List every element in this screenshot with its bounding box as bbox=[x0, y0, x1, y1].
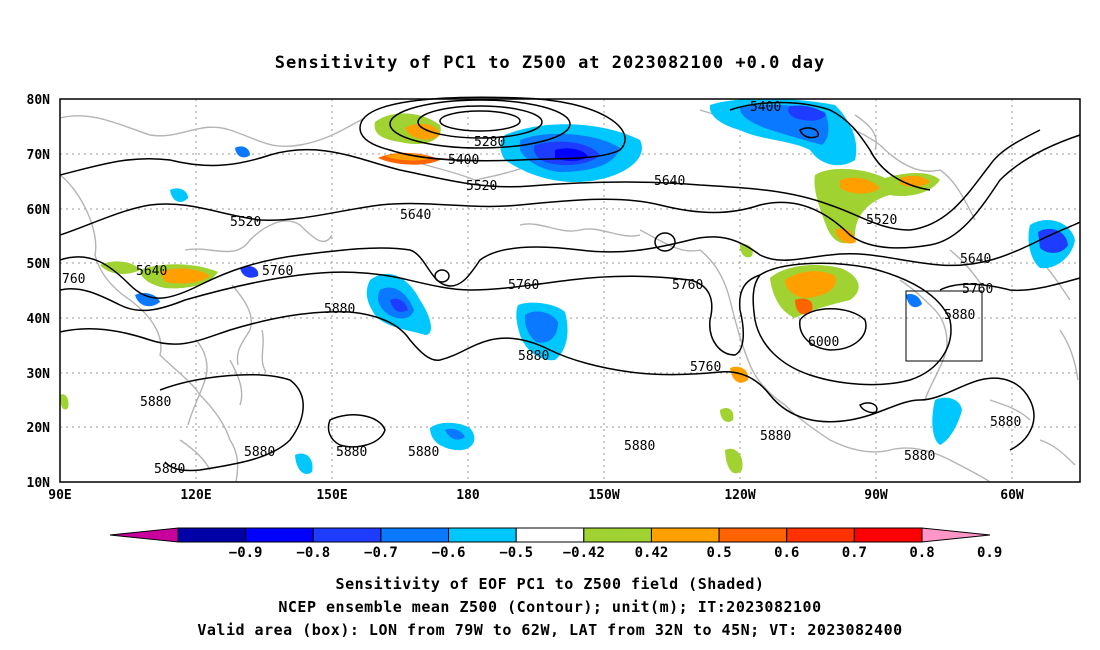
contour-label: 5520 bbox=[866, 213, 897, 228]
colorbar-label: −0.42 bbox=[563, 545, 605, 561]
contour-label: 5640 bbox=[960, 252, 991, 267]
lon-label: 180 bbox=[456, 488, 480, 503]
graticule bbox=[60, 99, 1080, 482]
colorbar-high-arrow bbox=[921, 527, 991, 543]
colorbar-low-arrow bbox=[109, 527, 179, 543]
colorbar-label: −0.8 bbox=[296, 545, 330, 561]
contour-label: 5880 bbox=[944, 308, 975, 323]
lat-label: 20N bbox=[27, 421, 51, 436]
lon-label: 90E bbox=[48, 488, 71, 503]
colorbar-label: 0.42 bbox=[635, 545, 669, 561]
colorbar-label: −0.7 bbox=[364, 545, 398, 561]
contour-label: 5520 bbox=[230, 215, 261, 230]
contour-label: 760 bbox=[62, 272, 85, 287]
colorbar-segment bbox=[786, 527, 855, 543]
map-title: Sensitivity of PC1 to Z500 at 2023082100… bbox=[275, 53, 826, 73]
colorbar-label: −0.9 bbox=[229, 545, 263, 561]
caption-line-2: NCEP ensemble mean Z500 (Contour); unit(… bbox=[278, 598, 821, 616]
colorbar-segment bbox=[650, 527, 720, 543]
contour-label: 5760 bbox=[508, 278, 539, 293]
lon-label: 150W bbox=[588, 488, 619, 503]
contour-label: 5640 bbox=[654, 174, 685, 189]
contour-label: 5880 bbox=[154, 462, 185, 477]
lat-label: 80N bbox=[27, 93, 51, 108]
lon-axis: 90E 120E 150E 180 150W 120W 90W 60W bbox=[48, 488, 1024, 503]
colorbar-segment bbox=[380, 527, 450, 543]
colorbar-segment bbox=[312, 527, 382, 543]
contour-labels: 5280 5400 5400 5520 5520 5520 5640 5640 … bbox=[62, 100, 1021, 477]
contour-label: 5880 bbox=[760, 429, 791, 444]
colorbar-segment bbox=[515, 527, 585, 543]
colorbar-segment bbox=[583, 527, 652, 543]
lat-label: 30N bbox=[27, 367, 51, 382]
lat-label: 70N bbox=[27, 148, 51, 163]
colorbar-segment bbox=[245, 527, 314, 543]
contour-label: 6000 bbox=[808, 335, 839, 350]
colorbar-segment bbox=[177, 527, 247, 543]
contour-label: 5760 bbox=[262, 264, 293, 279]
contour-label: 5400 bbox=[448, 153, 479, 168]
caption-line-3: Valid area (box): LON from 79W to 62W, L… bbox=[197, 621, 902, 639]
contour-label: 5880 bbox=[324, 302, 355, 317]
map-frame bbox=[59, 98, 1081, 483]
colorbar-label: 0.5 bbox=[706, 545, 731, 561]
map-panel: 5280 5400 5400 5520 5520 5520 5640 5640 … bbox=[59, 96, 1081, 483]
lon-label: 120E bbox=[180, 488, 211, 503]
contour-label: 5280 bbox=[474, 135, 505, 150]
lat-label: 10N bbox=[27, 476, 51, 491]
contour-label: 5760 bbox=[962, 282, 993, 297]
contour-label: 5640 bbox=[400, 208, 431, 223]
colorbar-label: 0.9 bbox=[977, 545, 1002, 561]
colorbar-label: −0.6 bbox=[432, 545, 466, 561]
contour-label: 5880 bbox=[140, 395, 171, 410]
colorbar-segment bbox=[853, 527, 923, 543]
lat-label: 40N bbox=[27, 312, 51, 327]
valid-area-box bbox=[905, 290, 983, 362]
contour-label: 5880 bbox=[904, 449, 935, 464]
lon-label: 150E bbox=[316, 488, 347, 503]
contour-label: 5880 bbox=[624, 439, 655, 454]
lat-label: 50N bbox=[27, 257, 51, 272]
colorbar-label: 0.6 bbox=[774, 545, 799, 561]
contour-label: 5880 bbox=[990, 415, 1021, 430]
contour-label: 5400 bbox=[750, 100, 781, 115]
lon-label: 90W bbox=[864, 488, 888, 503]
lat-label: 60N bbox=[27, 203, 51, 218]
contour-label: 5880 bbox=[336, 445, 367, 460]
colorbar-label: 0.7 bbox=[842, 545, 867, 561]
colorbar-label: −0.5 bbox=[499, 545, 533, 561]
lat-axis: 80N 70N 60N 50N 40N 30N 20N 10N bbox=[27, 93, 51, 491]
z500-contours bbox=[59, 96, 1081, 472]
colorbar-label: 0.8 bbox=[909, 545, 934, 561]
contour-label: 5880 bbox=[244, 445, 275, 460]
lon-label: 60W bbox=[1000, 488, 1024, 503]
contour-label: 5760 bbox=[690, 360, 721, 375]
colorbar-segment bbox=[718, 527, 788, 543]
colorbar: −0.9 −0.8 −0.7 −0.6 −0.5 −0.42 0.42 0.5 0.6 0.7 0.… bbox=[109, 527, 1002, 561]
sensitivity-shading bbox=[60, 98, 1075, 475]
contour-label: 5520 bbox=[466, 179, 497, 194]
contour-label: 5880 bbox=[408, 445, 439, 460]
contour-label: 5640 bbox=[136, 264, 167, 279]
lon-label: 120W bbox=[724, 488, 755, 503]
contour-label: 5880 bbox=[518, 349, 549, 364]
caption-line-1: Sensitivity of EOF PC1 to Z500 field (Sh… bbox=[336, 575, 765, 593]
colorbar-segment bbox=[448, 527, 517, 543]
contour-label: 5760 bbox=[672, 278, 703, 293]
